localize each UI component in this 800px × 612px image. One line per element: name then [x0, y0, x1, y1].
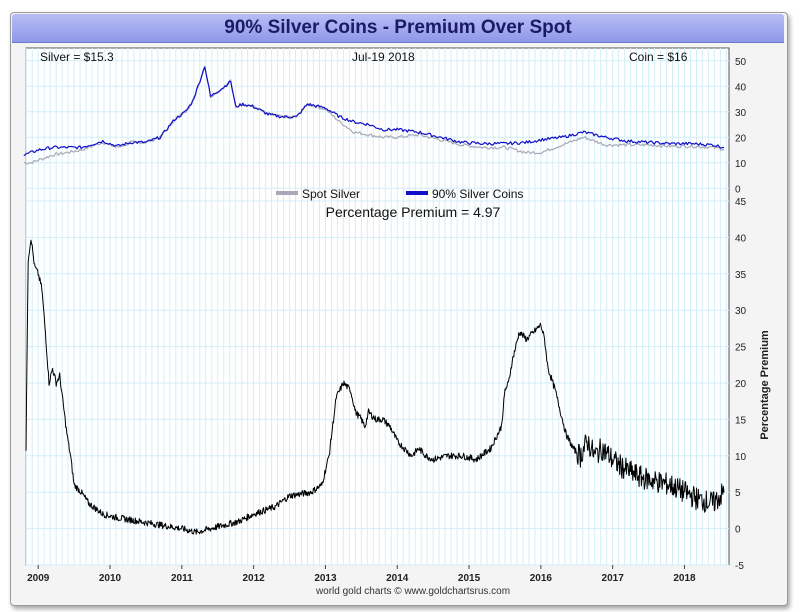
axis-ticks: 0 10 20 30 40 50 -5 0 5 10 15 20 25 30 35 40 45 2009 2010 2…: [27, 57, 746, 584]
y-tick-label-bottom: 20: [735, 379, 747, 390]
premium-subtitle: Percentage Premium = 4.97: [326, 204, 501, 220]
y-tick-label-top: 20: [735, 133, 747, 144]
y-tick-label-bottom: -5: [735, 561, 744, 572]
x-tick-label: 2011: [171, 573, 193, 584]
series-line-spot-silver: [23, 65, 725, 165]
x-tick-label: 2010: [99, 573, 122, 584]
y-tick-label-top: 50: [735, 57, 747, 68]
coin-price-label: Coin = $16: [629, 50, 688, 64]
y-tick-label-bottom: 0: [735, 525, 741, 536]
x-tick-label: 2014: [386, 573, 409, 584]
x-tick-label: 2015: [458, 573, 481, 584]
x-tick-label: 2017: [602, 573, 625, 584]
x-tick-label: 2018: [673, 573, 696, 584]
y-tick-label-bottom: 45: [735, 197, 747, 208]
y-tick-label-bottom: 15: [735, 415, 747, 426]
y-tick-label-top: 0: [735, 184, 741, 195]
y-tick-label-bottom: 10: [735, 452, 747, 463]
series-line-percentage-premium: [25, 239, 725, 535]
credit-text: world gold charts © www.goldchartsrus.co…: [315, 586, 510, 597]
gridlines: [25, 48, 729, 566]
series-line-90-silver-coins: [23, 66, 725, 157]
legend-label-spot: Spot Silver: [302, 187, 360, 201]
series-lines: [23, 65, 725, 535]
x-tick-label: 2013: [314, 573, 337, 584]
y-tick-label-top: 10: [735, 159, 747, 170]
y-tick-label-bottom: 40: [735, 233, 747, 244]
silver-price-label: Silver = $15.3: [40, 50, 114, 64]
y-tick-label-bottom: 5: [735, 488, 741, 499]
y-axis-label: Percentage Premium: [759, 330, 771, 440]
y-tick-label-top: 30: [735, 108, 747, 119]
date-label: Jul-19 2018: [352, 50, 415, 64]
x-tick-label: 2016: [530, 573, 553, 584]
y-tick-label-bottom: 30: [735, 306, 747, 317]
legend-label-coins: 90% Silver Coins: [432, 187, 523, 201]
chart-title: 90% Silver Coins - Premium Over Spot: [12, 14, 784, 43]
top-plot-area: [25, 47, 730, 202]
y-tick-label-bottom: 25: [735, 343, 747, 354]
x-tick-label: 2012: [243, 573, 266, 584]
y-tick-label-bottom: 35: [735, 270, 747, 281]
y-tick-label-top: 40: [735, 82, 747, 93]
x-tick-label: 2009: [27, 573, 50, 584]
legend: Spot Silver 90% Silver Coins: [276, 187, 523, 201]
